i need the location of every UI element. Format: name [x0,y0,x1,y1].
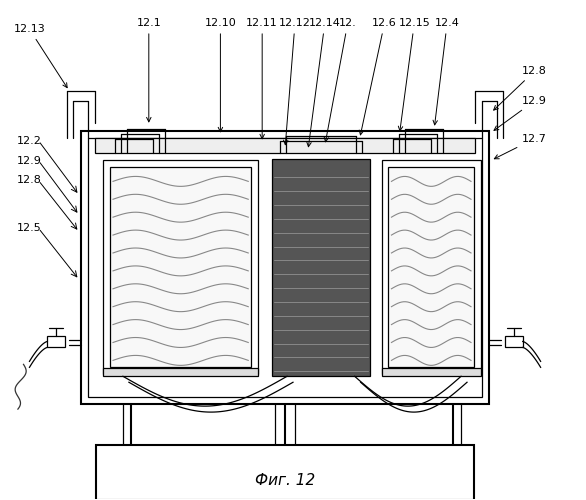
Bar [103,160,258,374]
Text: 12.8: 12.8 [493,66,547,110]
Text: 12.15: 12.15 [398,18,430,131]
Bar [47,336,65,347]
Bar [116,454,255,494]
Text: 12.8: 12.8 [16,176,42,186]
Text: 12.6: 12.6 [359,18,397,135]
Bar [505,336,523,347]
Text: 12.7: 12.7 [495,134,547,159]
Text: 12.13: 12.13 [13,24,67,88]
Bar [381,368,481,376]
Bar [95,138,475,152]
Bar [96,445,474,500]
Text: 12.5: 12.5 [16,223,41,233]
Text: 12.1: 12.1 [137,18,161,122]
Bar [88,138,482,397]
Bar [110,168,251,368]
Text: 12.2: 12.2 [16,136,42,145]
Text: 12.: 12. [324,18,356,142]
Text: Фиг. 12: Фиг. 12 [255,473,315,488]
Text: 12.12: 12.12 [279,18,311,144]
Text: 12.9: 12.9 [16,156,42,166]
Bar [381,160,481,374]
Bar [389,168,474,368]
Bar [272,158,370,376]
Bar [280,454,454,494]
Text: 12.11: 12.11 [246,18,278,138]
Bar [103,368,258,376]
Text: 12.10: 12.10 [205,18,236,132]
Text: 12.4: 12.4 [433,18,459,125]
Text: 12.9: 12.9 [494,96,547,130]
Bar [81,130,489,404]
Text: 12.14: 12.14 [307,18,341,146]
